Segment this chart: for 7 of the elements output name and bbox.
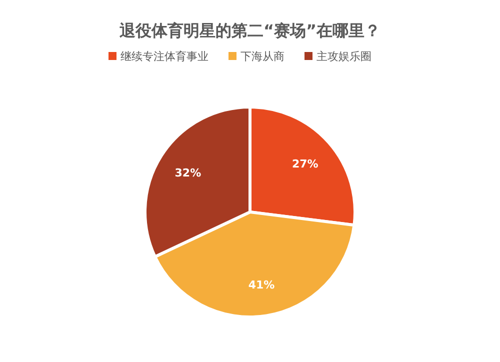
legend-label: 下海从商 xyxy=(240,50,284,63)
chart-title: 退役体育明星的第二“赛场”在哪里？ xyxy=(118,21,381,40)
data-label: 27% xyxy=(292,157,318,170)
data-label: 32% xyxy=(174,166,202,180)
data-label: 41% xyxy=(248,278,275,292)
legend-label: 主攻娱乐圈 xyxy=(316,50,372,63)
legend-label: 继续专注体育事业 xyxy=(120,50,208,63)
